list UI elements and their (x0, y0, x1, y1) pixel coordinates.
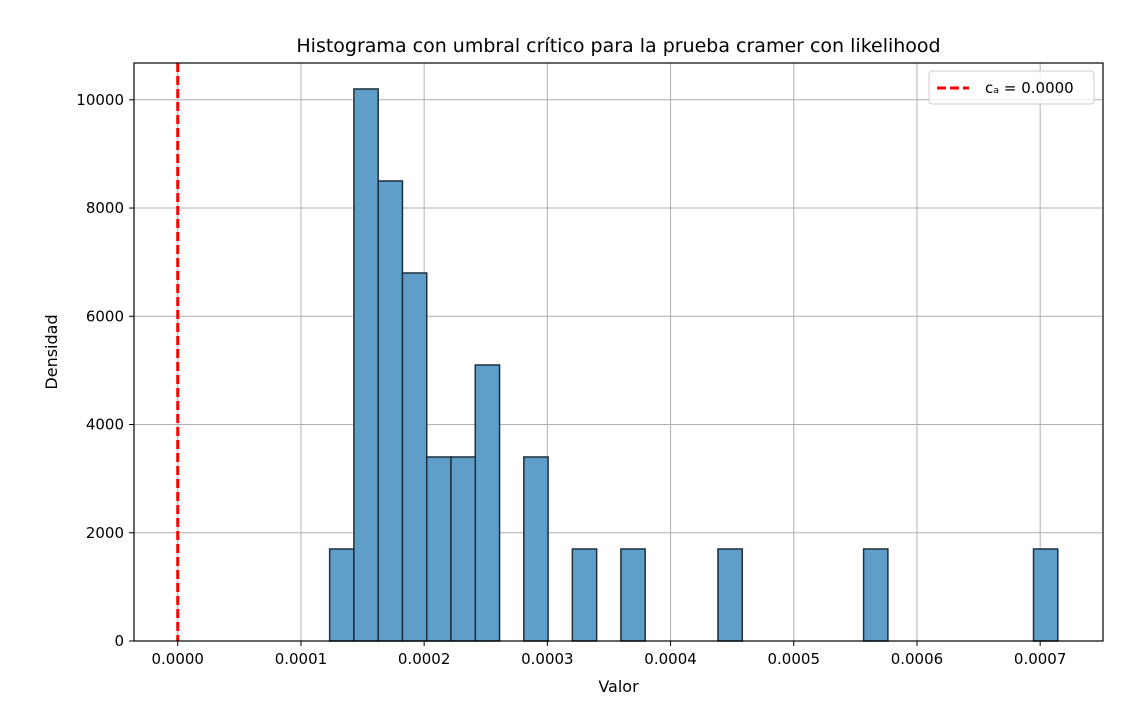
x-tick-label: 0.0000 (151, 650, 204, 668)
x-axis-title: Valor (598, 677, 639, 696)
histogram-bar (620, 548, 646, 642)
grid-lines (134, 63, 1103, 642)
y-tick-label: 2000 (86, 524, 124, 542)
x-tick-label: 0.0003 (521, 650, 574, 668)
y-tick-label: 10000 (76, 91, 124, 109)
x-tick-label: 0.0002 (398, 650, 451, 668)
histogram-bar (474, 364, 501, 642)
chart-title: Histograma con umbral crítico para la pr… (296, 35, 940, 57)
histogram-bar (425, 456, 452, 642)
x-axis-ticks: 0.0000 0.0001 0.0002 0.0003 0.0004 0.0005 0.00… (151, 641, 1066, 668)
legend-box (928, 70, 1095, 105)
histogram-bar (571, 548, 598, 642)
y-axis-title: Densidad (42, 314, 61, 389)
x-tick-label: 0.0004 (644, 650, 697, 668)
y-tick-label: 0 (114, 632, 124, 650)
y-tick-label: 4000 (86, 416, 124, 434)
histogram-bar (1032, 548, 1059, 642)
histogram-bar (450, 456, 477, 642)
histogram-bar (377, 180, 404, 642)
x-tick-label: 0.0007 (1014, 650, 1067, 668)
x-tick-label: 0.0001 (275, 650, 328, 668)
y-tick-label: 8000 (86, 199, 124, 217)
plot-frame (133, 62, 1104, 642)
histogram-bar (328, 548, 355, 642)
histogram-bars (328, 88, 1059, 642)
legend: cₐ = 0.0000 (928, 70, 1095, 105)
histogram-bar (862, 548, 889, 642)
y-axis-ticks: 0 2000 4000 6000 8000 10000 (76, 91, 134, 650)
legend-label-threshold: cₐ = 0.0000 (985, 79, 1074, 97)
histogram-bar (717, 548, 744, 642)
histogram-bar (523, 456, 549, 642)
histogram-bar (353, 88, 379, 642)
x-tick-label: 0.0006 (891, 650, 944, 668)
x-tick-label: 0.0005 (768, 650, 821, 668)
y-tick-label: 6000 (86, 307, 124, 325)
histogram-bar (401, 272, 428, 642)
